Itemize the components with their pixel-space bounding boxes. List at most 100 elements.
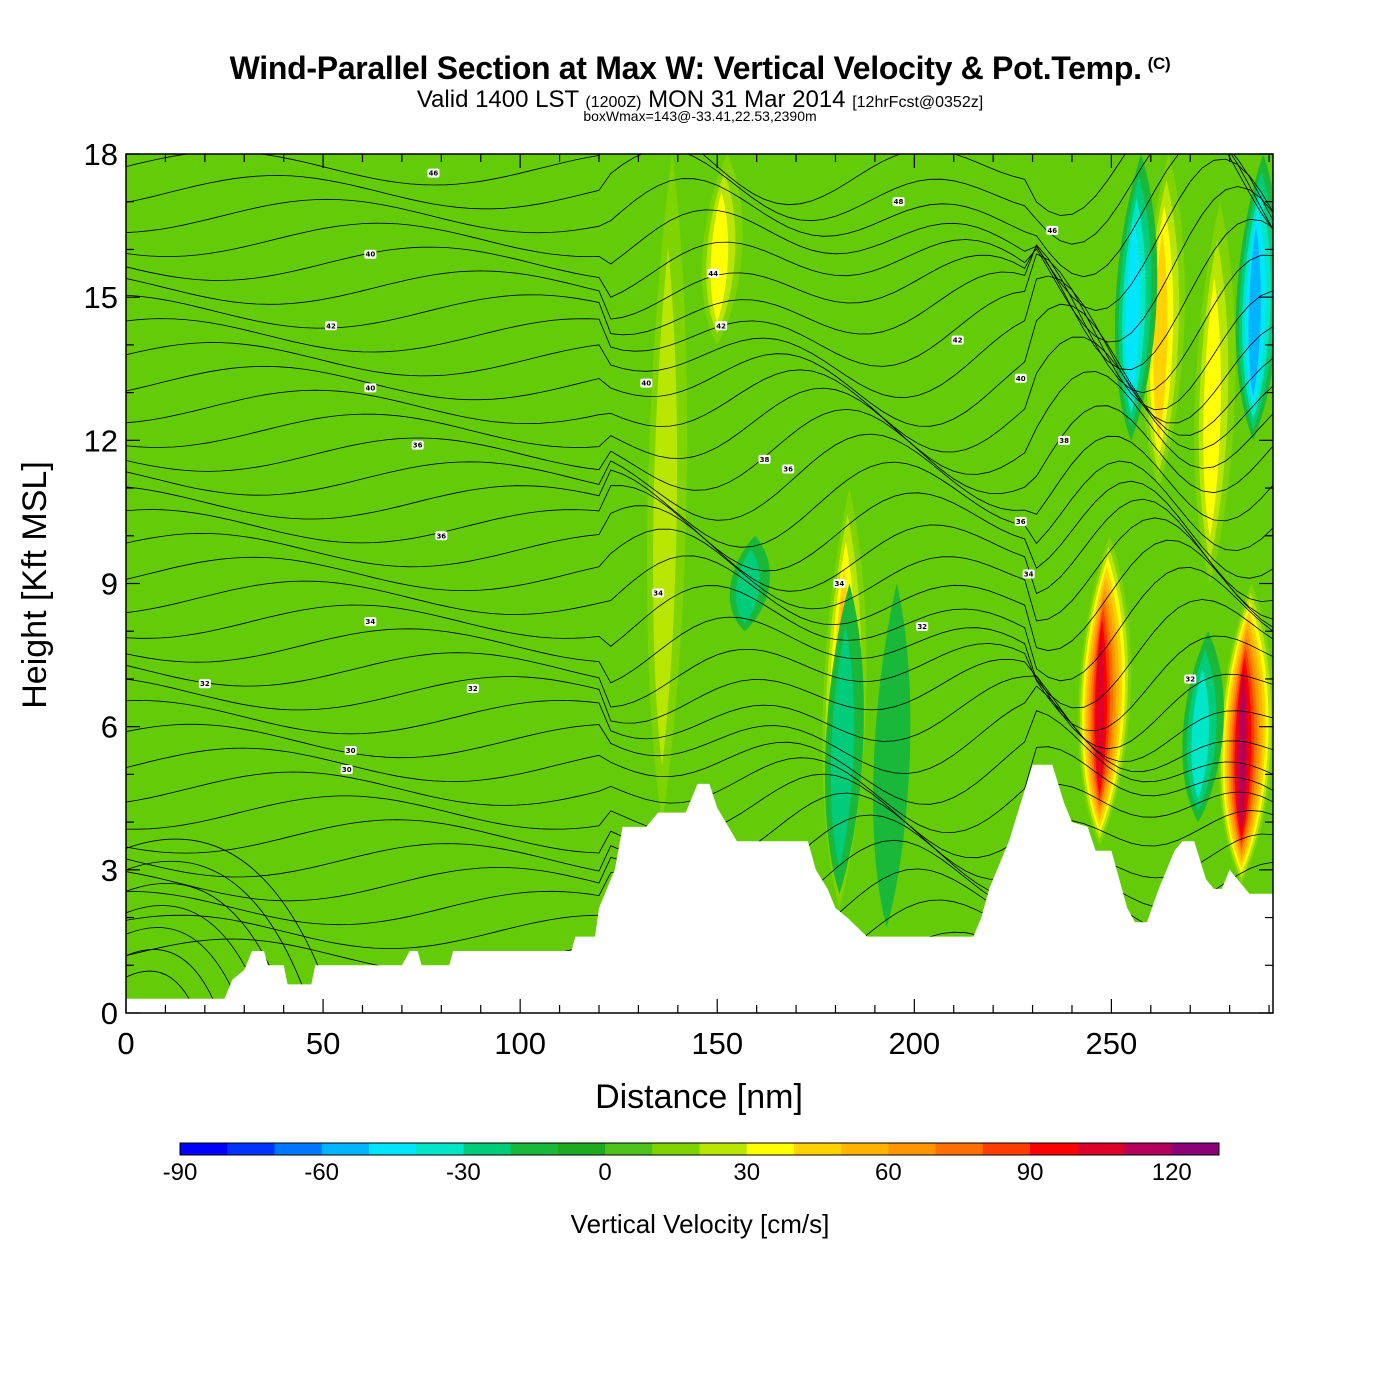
theta-contour-line <box>126 658 1273 750</box>
theta-contour-arc <box>126 838 332 999</box>
y-tick-label: 9 <box>101 567 118 602</box>
colorbar-swatch <box>888 1143 937 1155</box>
velocity-feature <box>824 583 864 894</box>
velocity-feature <box>701 154 743 345</box>
colorbar-tick-label: -60 <box>304 1159 339 1186</box>
theta-contour-label-text: 40 <box>1016 375 1026 383</box>
theta-contour-label-text: 44 <box>708 270 718 278</box>
theta-contour-label-text: 32 <box>1185 675 1195 683</box>
colorbar-tick-label: -30 <box>446 1159 481 1186</box>
y-axis-title: Height [Kft MSL] <box>16 461 54 709</box>
colorbar-tick-label: 90 <box>1017 1159 1044 1186</box>
theta-contour-label-text: 36 <box>783 465 793 473</box>
theta-contour-label-text: 30 <box>346 747 356 755</box>
colorbar-swatch <box>746 1143 795 1155</box>
theta-contour-label: 46 <box>1046 225 1059 235</box>
theta-contour-label-bg <box>782 464 795 474</box>
theta-contour-label-bg <box>951 335 964 345</box>
theta-contour-line <box>126 539 1273 652</box>
terrain <box>126 764 1273 1013</box>
theta-contour-arc <box>126 883 285 999</box>
colorbar-swatch <box>274 1143 323 1155</box>
theta-contour-label-text: 36 <box>1016 518 1026 526</box>
velocity-band <box>1248 226 1261 397</box>
theta-contour-line <box>126 303 1273 436</box>
theta-contour-line <box>126 336 1273 453</box>
theta-contour-label: 32 <box>1184 674 1197 684</box>
theta-contour-label: 34 <box>833 579 846 588</box>
theta-contour-label-text: 36 <box>436 532 446 540</box>
theta-contour-label-bg <box>364 383 377 393</box>
theta-contour-line <box>126 710 1273 805</box>
theta-contours: 30 30 32 32 34 36 36 40 42 40 46 44 42 40 38 36 34 34 32 48… <box>126 154 1273 999</box>
theta-contour-label: 42 <box>324 321 337 331</box>
colorbar-swatch <box>1030 1143 1078 1155</box>
theta-contour-label-bg <box>340 765 353 775</box>
theta-contour-arc <box>126 927 237 999</box>
theta-contour-label-bg <box>344 746 357 756</box>
x-tick-label: 200 <box>888 1026 940 1061</box>
forecast-info: [12hrFcst@0352z] <box>852 94 984 111</box>
valid-prefix: Valid 1400 LST <box>416 86 579 113</box>
theta-contour-label: 40 <box>1014 373 1027 383</box>
theta-contour-arc <box>126 970 190 999</box>
theta-contour-label: 34 <box>1022 569 1035 579</box>
theta-contour-label-text: 48 <box>894 198 904 206</box>
theta-contour-label-text: 42 <box>716 322 726 330</box>
theta-contour-label-bg <box>411 440 424 450</box>
x-tick-label: 250 <box>1086 1026 1138 1061</box>
velocity-band <box>1096 628 1105 791</box>
velocity-band <box>710 192 729 322</box>
theta-contour-label-bg <box>758 454 771 464</box>
theta-contour-line <box>126 158 1273 311</box>
theta-contour-label: 36 <box>1014 516 1027 526</box>
theta-contour-label: 32 <box>466 683 479 693</box>
colorbar: -90 -60 -30 0 30 60 90 120 <box>163 1142 1220 1186</box>
theta-contour-label-bg <box>1014 516 1027 526</box>
chart-title: Wind-Parallel Section at Max W: Vertical… <box>0 50 1400 87</box>
theta-contour-label-bg <box>1022 569 1035 579</box>
y-tick-label: 0 <box>101 996 118 1031</box>
chart-title-text: Wind-Parallel Section at Max W: Vertical… <box>229 50 1142 86</box>
colorbar-swatch <box>180 1143 228 1155</box>
theta-contour-label: 44 <box>707 268 720 278</box>
theta-contour-label-bg <box>466 683 479 693</box>
theta-contour-label-bg <box>715 321 728 331</box>
velocity-band <box>1203 278 1221 538</box>
colorbar-frame <box>179 1142 1220 1156</box>
colorbar-tick-label: 0 <box>598 1159 611 1186</box>
velocity-band <box>1125 220 1140 401</box>
theta-contour-label: 34 <box>364 617 377 627</box>
x-tick-label: 0 <box>117 1026 134 1061</box>
theta-contour-label-bg <box>435 531 448 541</box>
theta-contour-label-text: 42 <box>953 337 963 345</box>
colorbar-tick-label: 120 <box>1152 1159 1192 1186</box>
theta-contour-label-bg <box>364 617 377 627</box>
theta-contour-label-text: 40 <box>641 380 651 388</box>
colorbar-tick-label: 60 <box>875 1159 902 1186</box>
colorbar-swatch <box>463 1143 512 1155</box>
theta-contour-line <box>126 275 1273 424</box>
colorbar-tick-label: 30 <box>733 1159 760 1186</box>
colorbar-swatch <box>1124 1143 1173 1155</box>
theta-contour-label-bg <box>707 268 720 278</box>
theta-contour-label-text: 30 <box>342 766 352 774</box>
theta-contour-label: 36 <box>411 440 424 450</box>
y-tick-labels: 0 3 6 9 12 15 18 <box>84 137 118 1031</box>
x-tick-label: 150 <box>691 1026 743 1061</box>
velocity-feature <box>1194 201 1236 584</box>
velocity-feature <box>1114 154 1158 441</box>
velocity-band <box>1238 675 1246 830</box>
theta-contour-label-text: 38 <box>760 456 770 464</box>
theta-contour-line <box>126 253 1273 411</box>
theta-contour-label-bg <box>1058 435 1071 445</box>
terrain-mask <box>126 764 1273 1013</box>
theta-contour-label: 32 <box>916 621 929 631</box>
colorbar-swatch <box>841 1143 889 1155</box>
x-tick-label: 50 <box>306 1026 340 1061</box>
theta-contour-label: 48 <box>892 197 905 207</box>
theta-contour-label-bg <box>892 197 905 207</box>
theta-contour-label: 32 <box>198 679 211 689</box>
theta-contour-label-bg <box>364 249 377 259</box>
